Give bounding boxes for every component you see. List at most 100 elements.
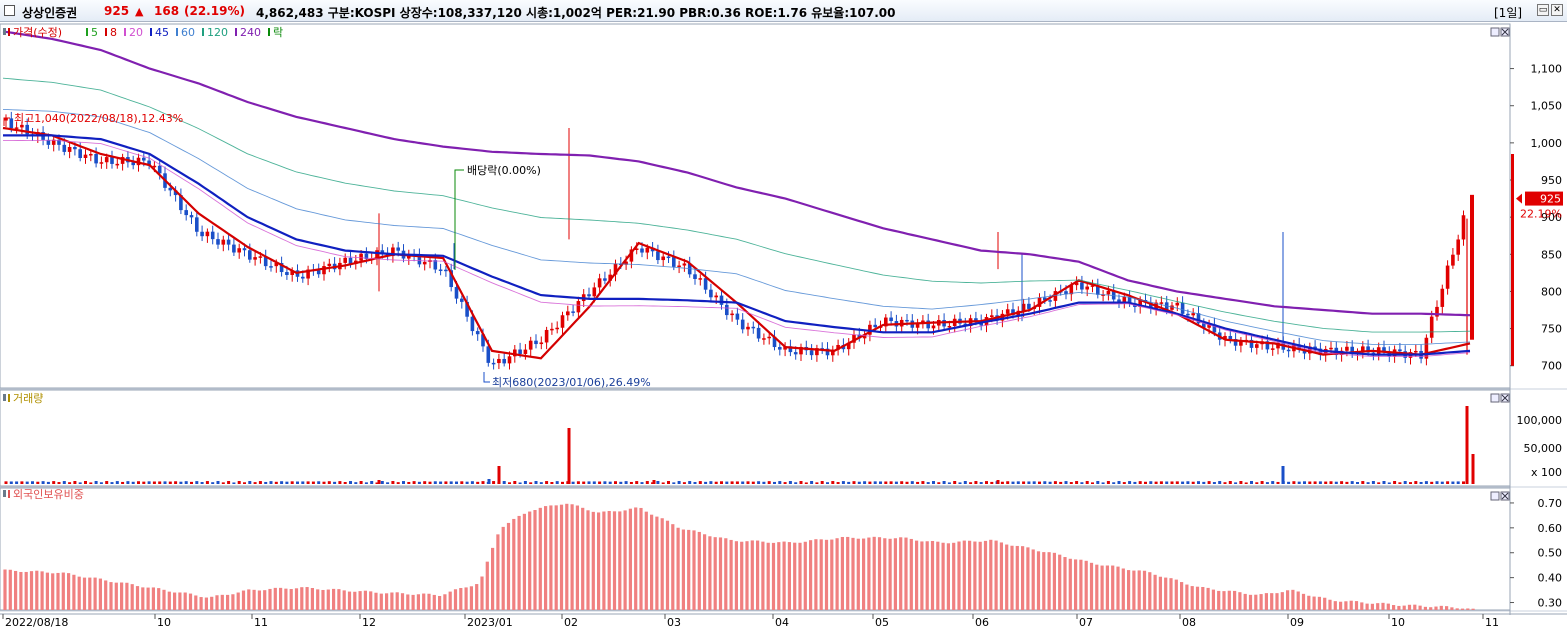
legend-swatch xyxy=(150,28,152,36)
foreign-bar xyxy=(1079,559,1083,610)
close-icon[interactable]: ✕ xyxy=(1551,4,1563,16)
candle-body xyxy=(1233,339,1238,346)
foreign-bar xyxy=(591,511,595,610)
volume-bar xyxy=(327,481,331,484)
volume-bar xyxy=(359,481,363,484)
volume-bar xyxy=(476,481,480,484)
volume-bar xyxy=(1239,481,1243,484)
volume-bar xyxy=(513,481,517,484)
volume-bar xyxy=(539,482,543,484)
foreign-bar xyxy=(374,592,378,610)
candle-body xyxy=(677,265,681,268)
candle-body xyxy=(348,257,353,264)
candle-body xyxy=(1074,282,1079,286)
volume-bar xyxy=(253,482,257,484)
foreign-bar xyxy=(941,542,945,610)
foreign-bar xyxy=(220,594,224,610)
volume-bar xyxy=(810,481,814,484)
foreign-bar xyxy=(199,597,203,610)
foreign-bar xyxy=(3,569,7,610)
candle-body xyxy=(640,248,644,253)
panel-close-x xyxy=(1501,28,1509,36)
chart-header: 상상인증권 925 ▲ 168 (22.19%) 4,862,483 구분:KO… xyxy=(0,0,1567,22)
candle-body xyxy=(1329,347,1333,350)
foreign-bar xyxy=(347,591,352,610)
foreign-bar xyxy=(1068,558,1072,610)
volume-bar xyxy=(1435,481,1439,484)
candle-body xyxy=(703,278,708,290)
foreign-bar xyxy=(777,542,781,610)
candle-body xyxy=(359,253,363,261)
foreign-bar xyxy=(740,541,744,610)
period-selector[interactable]: [1일] xyxy=(1494,6,1523,20)
foreign-bar xyxy=(215,595,219,610)
foreign-bar xyxy=(273,587,277,610)
foreign-bar xyxy=(623,510,627,610)
dividend-annotation: 배당락(0.00%) xyxy=(467,164,541,177)
volume-bar xyxy=(41,481,45,484)
volume-panel-title: 거래량 xyxy=(13,392,43,405)
foreign-bar xyxy=(194,595,198,610)
select-checkbox[interactable] xyxy=(4,5,15,16)
foreign-bar xyxy=(506,522,511,610)
foreign-bar xyxy=(1312,596,1316,610)
volume-bar xyxy=(444,481,448,484)
candle-body xyxy=(1149,302,1153,309)
candle-body xyxy=(380,250,385,254)
candle-body xyxy=(836,345,840,350)
foreign-bar xyxy=(1349,600,1353,610)
foreign-bar xyxy=(650,514,654,610)
volume-bar xyxy=(624,481,628,484)
volume-bar xyxy=(1000,481,1004,484)
candle-body xyxy=(1005,309,1010,314)
foreign-bar xyxy=(342,590,346,610)
volume-bar xyxy=(794,482,798,484)
foreign-bar xyxy=(549,505,553,610)
volume-bar xyxy=(937,482,941,484)
panel-handle-icon xyxy=(3,28,6,35)
price-tick-label: 700 xyxy=(1541,360,1562,373)
volume-tick-label: 50,000 xyxy=(1524,442,1563,455)
price-tick-label: 950 xyxy=(1541,174,1562,187)
candle-body xyxy=(1313,346,1317,349)
foreign-bar xyxy=(676,527,680,610)
volume-bar-spike xyxy=(377,480,381,484)
time-tick-label: 10 xyxy=(1391,616,1405,629)
volume-bar xyxy=(205,481,209,484)
volume-bar xyxy=(1244,482,1248,484)
candle-body xyxy=(364,253,369,259)
foreign-bar xyxy=(1185,584,1189,610)
foreign-bar xyxy=(660,518,664,610)
legend-swatch xyxy=(235,28,237,36)
panel-handle-icon xyxy=(3,394,6,401)
volume-bar xyxy=(757,481,761,484)
candle-body xyxy=(1382,347,1386,352)
candle-body xyxy=(470,316,475,332)
foreign-tick-label: 0.40 xyxy=(1538,572,1563,585)
foreign-bar xyxy=(697,531,701,610)
candle-body xyxy=(1069,285,1074,295)
foreign-bar xyxy=(1376,603,1380,610)
foreign-bar xyxy=(390,592,394,610)
foreign-bar xyxy=(40,571,44,610)
foreign-bar xyxy=(745,541,749,610)
volume-bar xyxy=(142,481,146,484)
candle-body xyxy=(475,331,480,335)
volume-bar xyxy=(311,481,315,484)
foreign-bar xyxy=(1296,591,1300,610)
volume-bar xyxy=(985,481,988,484)
restore-icon[interactable]: ▭ xyxy=(1537,4,1549,16)
volume-bar xyxy=(608,481,612,484)
volume-bar xyxy=(879,481,882,484)
volume-bar xyxy=(1170,481,1174,484)
price-tick-label: 800 xyxy=(1541,285,1562,298)
candle-body xyxy=(603,278,607,281)
volume-bar xyxy=(1462,481,1465,484)
candle-body xyxy=(226,239,231,245)
foreign-bar xyxy=(1158,576,1162,610)
volume-bar xyxy=(910,481,914,484)
volume-bar xyxy=(460,481,464,484)
foreign-bar xyxy=(1174,579,1178,610)
volume-bar xyxy=(523,481,527,484)
foreign-bar xyxy=(226,594,230,610)
